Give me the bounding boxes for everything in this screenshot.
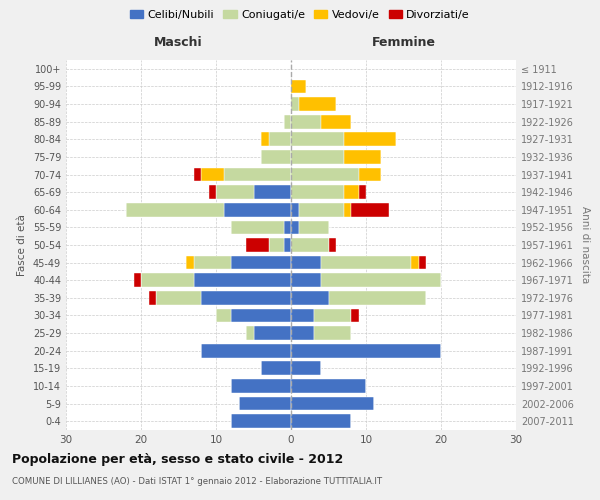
Bar: [231, 220, 284, 234]
Bar: [254, 186, 291, 199]
Bar: [291, 203, 299, 216]
Bar: [359, 168, 381, 181]
Bar: [291, 220, 299, 234]
Bar: [261, 150, 291, 164]
Bar: [314, 326, 351, 340]
Bar: [186, 256, 193, 270]
Bar: [231, 256, 291, 270]
Y-axis label: Anni di nascita: Anni di nascita: [580, 206, 590, 284]
Bar: [269, 238, 284, 252]
Text: Maschi: Maschi: [154, 36, 203, 50]
Bar: [329, 238, 336, 252]
Bar: [246, 326, 254, 340]
Bar: [133, 274, 141, 287]
Bar: [201, 291, 291, 304]
Bar: [299, 97, 336, 111]
Bar: [321, 115, 351, 128]
Bar: [291, 326, 314, 340]
Bar: [291, 256, 321, 270]
Bar: [343, 132, 396, 146]
Bar: [291, 362, 321, 375]
Bar: [329, 291, 426, 304]
Bar: [201, 344, 291, 358]
Bar: [223, 203, 291, 216]
Bar: [261, 132, 269, 146]
Bar: [216, 186, 254, 199]
Bar: [359, 186, 366, 199]
Bar: [291, 414, 351, 428]
Bar: [231, 379, 291, 393]
Bar: [314, 308, 351, 322]
Bar: [291, 238, 329, 252]
Legend: Celibi/Nubili, Coniugati/e, Vedovi/e, Divorziati/e: Celibi/Nubili, Coniugati/e, Vedovi/e, Di…: [125, 6, 475, 25]
Bar: [156, 291, 201, 304]
Bar: [209, 186, 216, 199]
Bar: [284, 238, 291, 252]
Bar: [343, 203, 351, 216]
Y-axis label: Fasce di età: Fasce di età: [17, 214, 27, 276]
Bar: [216, 308, 231, 322]
Bar: [351, 203, 389, 216]
Bar: [291, 379, 366, 393]
Bar: [291, 344, 441, 358]
Bar: [291, 132, 343, 146]
Bar: [261, 362, 291, 375]
Bar: [291, 168, 359, 181]
Bar: [223, 168, 291, 181]
Bar: [193, 274, 291, 287]
Bar: [291, 308, 314, 322]
Bar: [246, 238, 269, 252]
Bar: [411, 256, 419, 270]
Bar: [291, 291, 329, 304]
Bar: [291, 115, 321, 128]
Bar: [291, 186, 343, 199]
Bar: [284, 220, 291, 234]
Bar: [231, 308, 291, 322]
Bar: [193, 256, 231, 270]
Bar: [239, 396, 291, 410]
Bar: [291, 97, 299, 111]
Bar: [269, 132, 291, 146]
Bar: [343, 150, 381, 164]
Text: Femmine: Femmine: [371, 36, 436, 50]
Bar: [126, 203, 223, 216]
Bar: [193, 168, 201, 181]
Bar: [291, 396, 373, 410]
Bar: [231, 414, 291, 428]
Bar: [299, 220, 329, 234]
Text: COMUNE DI LILLIANES (AO) - Dati ISTAT 1° gennaio 2012 - Elaborazione TUTTITALIA.: COMUNE DI LILLIANES (AO) - Dati ISTAT 1°…: [12, 478, 382, 486]
Bar: [321, 256, 411, 270]
Text: Popolazione per età, sesso e stato civile - 2012: Popolazione per età, sesso e stato civil…: [12, 452, 343, 466]
Bar: [254, 326, 291, 340]
Bar: [343, 186, 359, 199]
Bar: [299, 203, 343, 216]
Bar: [141, 274, 193, 287]
Bar: [284, 115, 291, 128]
Bar: [149, 291, 156, 304]
Bar: [291, 80, 306, 94]
Bar: [321, 274, 441, 287]
Bar: [351, 308, 359, 322]
Bar: [419, 256, 426, 270]
Bar: [201, 168, 223, 181]
Bar: [291, 150, 343, 164]
Bar: [291, 274, 321, 287]
